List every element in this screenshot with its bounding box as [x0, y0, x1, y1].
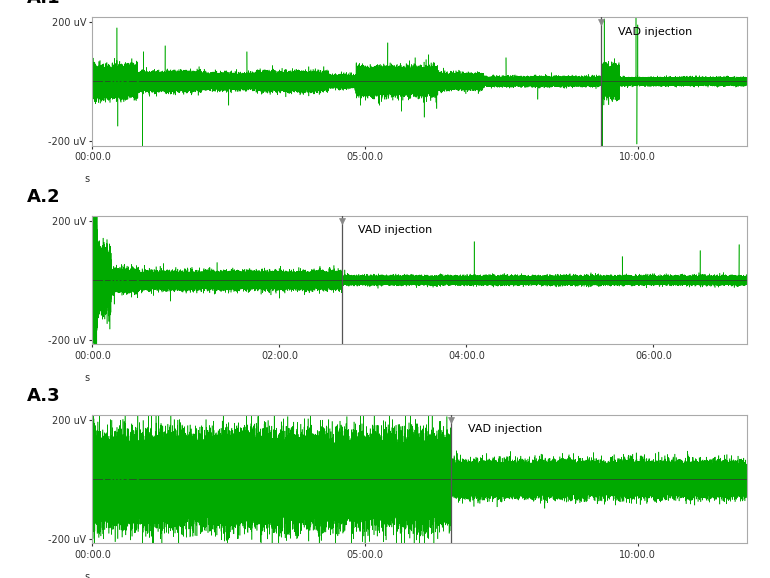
Text: EMG 1: EMG 1: [102, 275, 142, 286]
Text: VAD injection: VAD injection: [618, 27, 692, 36]
Text: EMG 1: EMG 1: [102, 474, 142, 484]
Text: s: s: [84, 572, 89, 578]
Text: A.2: A.2: [27, 188, 61, 206]
Text: s: s: [84, 174, 89, 184]
Text: A.1: A.1: [27, 0, 61, 7]
Text: EMG 1: EMG 1: [102, 76, 142, 87]
Text: VAD injection: VAD injection: [468, 424, 542, 434]
Text: VAD injection: VAD injection: [358, 225, 432, 235]
Text: s: s: [84, 373, 89, 383]
Text: A.3: A.3: [27, 387, 61, 405]
